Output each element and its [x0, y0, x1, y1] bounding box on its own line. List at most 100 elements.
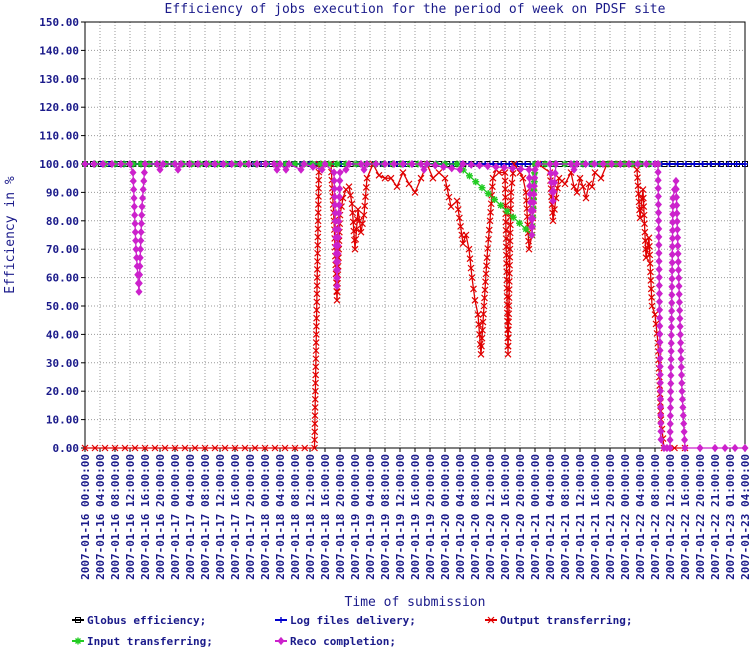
- data-point: [177, 159, 185, 169]
- data-point: [668, 250, 676, 259]
- data-point: [497, 201, 505, 209]
- data-point: [474, 311, 482, 318]
- y-tick-label: 70.00: [46, 243, 79, 256]
- data-point: [159, 159, 167, 169]
- data-point: [261, 444, 269, 452]
- data-point: [534, 159, 542, 169]
- x-tick-label: 2007-01-16 20:00:00: [154, 454, 167, 580]
- x-axis-ticks: 2007-01-16 00:00:00 2007-01-16 04:00:00 20…: [79, 448, 750, 580]
- data-point: [645, 242, 653, 250]
- data-point: [485, 235, 492, 243]
- data-point: [625, 159, 633, 169]
- data-point: [682, 161, 689, 167]
- data-point: [312, 339, 320, 346]
- data-point: [506, 221, 514, 229]
- data-point: [502, 226, 510, 234]
- data-point: [381, 159, 389, 169]
- x-tick-label: 2007-01-18 12:00:00: [304, 454, 317, 580]
- data-point: [335, 192, 343, 201]
- data-point: [282, 165, 290, 174]
- data-point: [666, 161, 673, 167]
- data-point: [655, 273, 663, 282]
- data-point: [141, 444, 149, 452]
- data-point: [333, 160, 341, 168]
- data-point: [711, 443, 719, 453]
- data-point: [137, 228, 145, 237]
- data-point: [502, 235, 510, 243]
- data-point: [138, 202, 146, 211]
- legend-label: Output transferring;: [500, 614, 632, 627]
- data-point: [673, 209, 681, 218]
- data-point: [101, 444, 109, 452]
- data-point: [525, 165, 533, 174]
- y-tick-label: 100.00: [39, 158, 79, 171]
- data-point: [467, 160, 475, 169]
- data-point: [522, 161, 529, 167]
- data-point: [353, 225, 360, 233]
- x-tick-label: 2007-01-18 00:00:00: [259, 454, 272, 580]
- data-point: [315, 193, 322, 200]
- data-point: [501, 169, 509, 176]
- data-point: [672, 185, 680, 194]
- data-point: [675, 265, 683, 275]
- data-point: [185, 159, 193, 169]
- data-point: [741, 443, 749, 453]
- data-point: [478, 184, 486, 192]
- x-tick-label: 2007-01-16 12:00:00: [124, 454, 137, 580]
- data-point: [325, 160, 333, 168]
- data-point: [633, 166, 641, 174]
- data-point: [552, 159, 560, 169]
- data-point: [314, 233, 322, 241]
- data-point: [231, 444, 239, 452]
- data-point: [333, 282, 341, 291]
- data-point: [656, 330, 664, 339]
- x-tick-label: 2007-01-16 04:00:00: [94, 454, 107, 580]
- data-point: [495, 169, 503, 176]
- data-point: [678, 379, 686, 388]
- data-point: [139, 185, 147, 194]
- data-point: [666, 427, 674, 436]
- data-point: [733, 161, 740, 167]
- data-point: [654, 184, 662, 193]
- data-point: [654, 159, 662, 169]
- data-point: [313, 290, 321, 298]
- data-point: [349, 218, 357, 226]
- data-point: [311, 428, 319, 436]
- data-point: [487, 208, 495, 216]
- data-point: [675, 290, 683, 299]
- data-point: [641, 220, 648, 228]
- data-point: [675, 273, 683, 283]
- data-point: [505, 286, 513, 293]
- data-point: [673, 217, 681, 226]
- data-point: [271, 444, 279, 452]
- data-point: [506, 253, 514, 261]
- data-point: [691, 161, 698, 167]
- data-point: [311, 412, 319, 419]
- data-point: [642, 254, 650, 262]
- data-point: [117, 159, 125, 169]
- x-tick-label: 2007-01-20 20:00:00: [514, 454, 527, 580]
- data-point: [679, 403, 687, 412]
- data-point: [479, 318, 487, 326]
- data-point: [270, 159, 278, 169]
- x-tick-label: 2007-01-18 08:00:00: [289, 454, 302, 580]
- data-point: [576, 174, 584, 182]
- data-point: [677, 354, 685, 363]
- data-point: [505, 310, 513, 318]
- x-tick-label: 2007-01-21 04:00:00: [544, 454, 557, 580]
- data-point: [313, 314, 320, 322]
- data-point: [675, 282, 683, 291]
- data-point: [677, 346, 685, 355]
- data-point: [132, 236, 140, 245]
- data-point: [241, 444, 249, 452]
- data-point: [334, 257, 342, 266]
- data-point: [570, 183, 578, 191]
- data-point: [549, 196, 557, 206]
- data-point: [573, 188, 581, 196]
- data-point: [668, 314, 676, 324]
- data-point: [655, 297, 664, 306]
- data-point: [506, 245, 514, 253]
- x-tick-label: 2007-01-22 16:00:00: [679, 454, 692, 580]
- data-point: [677, 338, 685, 347]
- y-tick-label: 150.00: [39, 16, 79, 29]
